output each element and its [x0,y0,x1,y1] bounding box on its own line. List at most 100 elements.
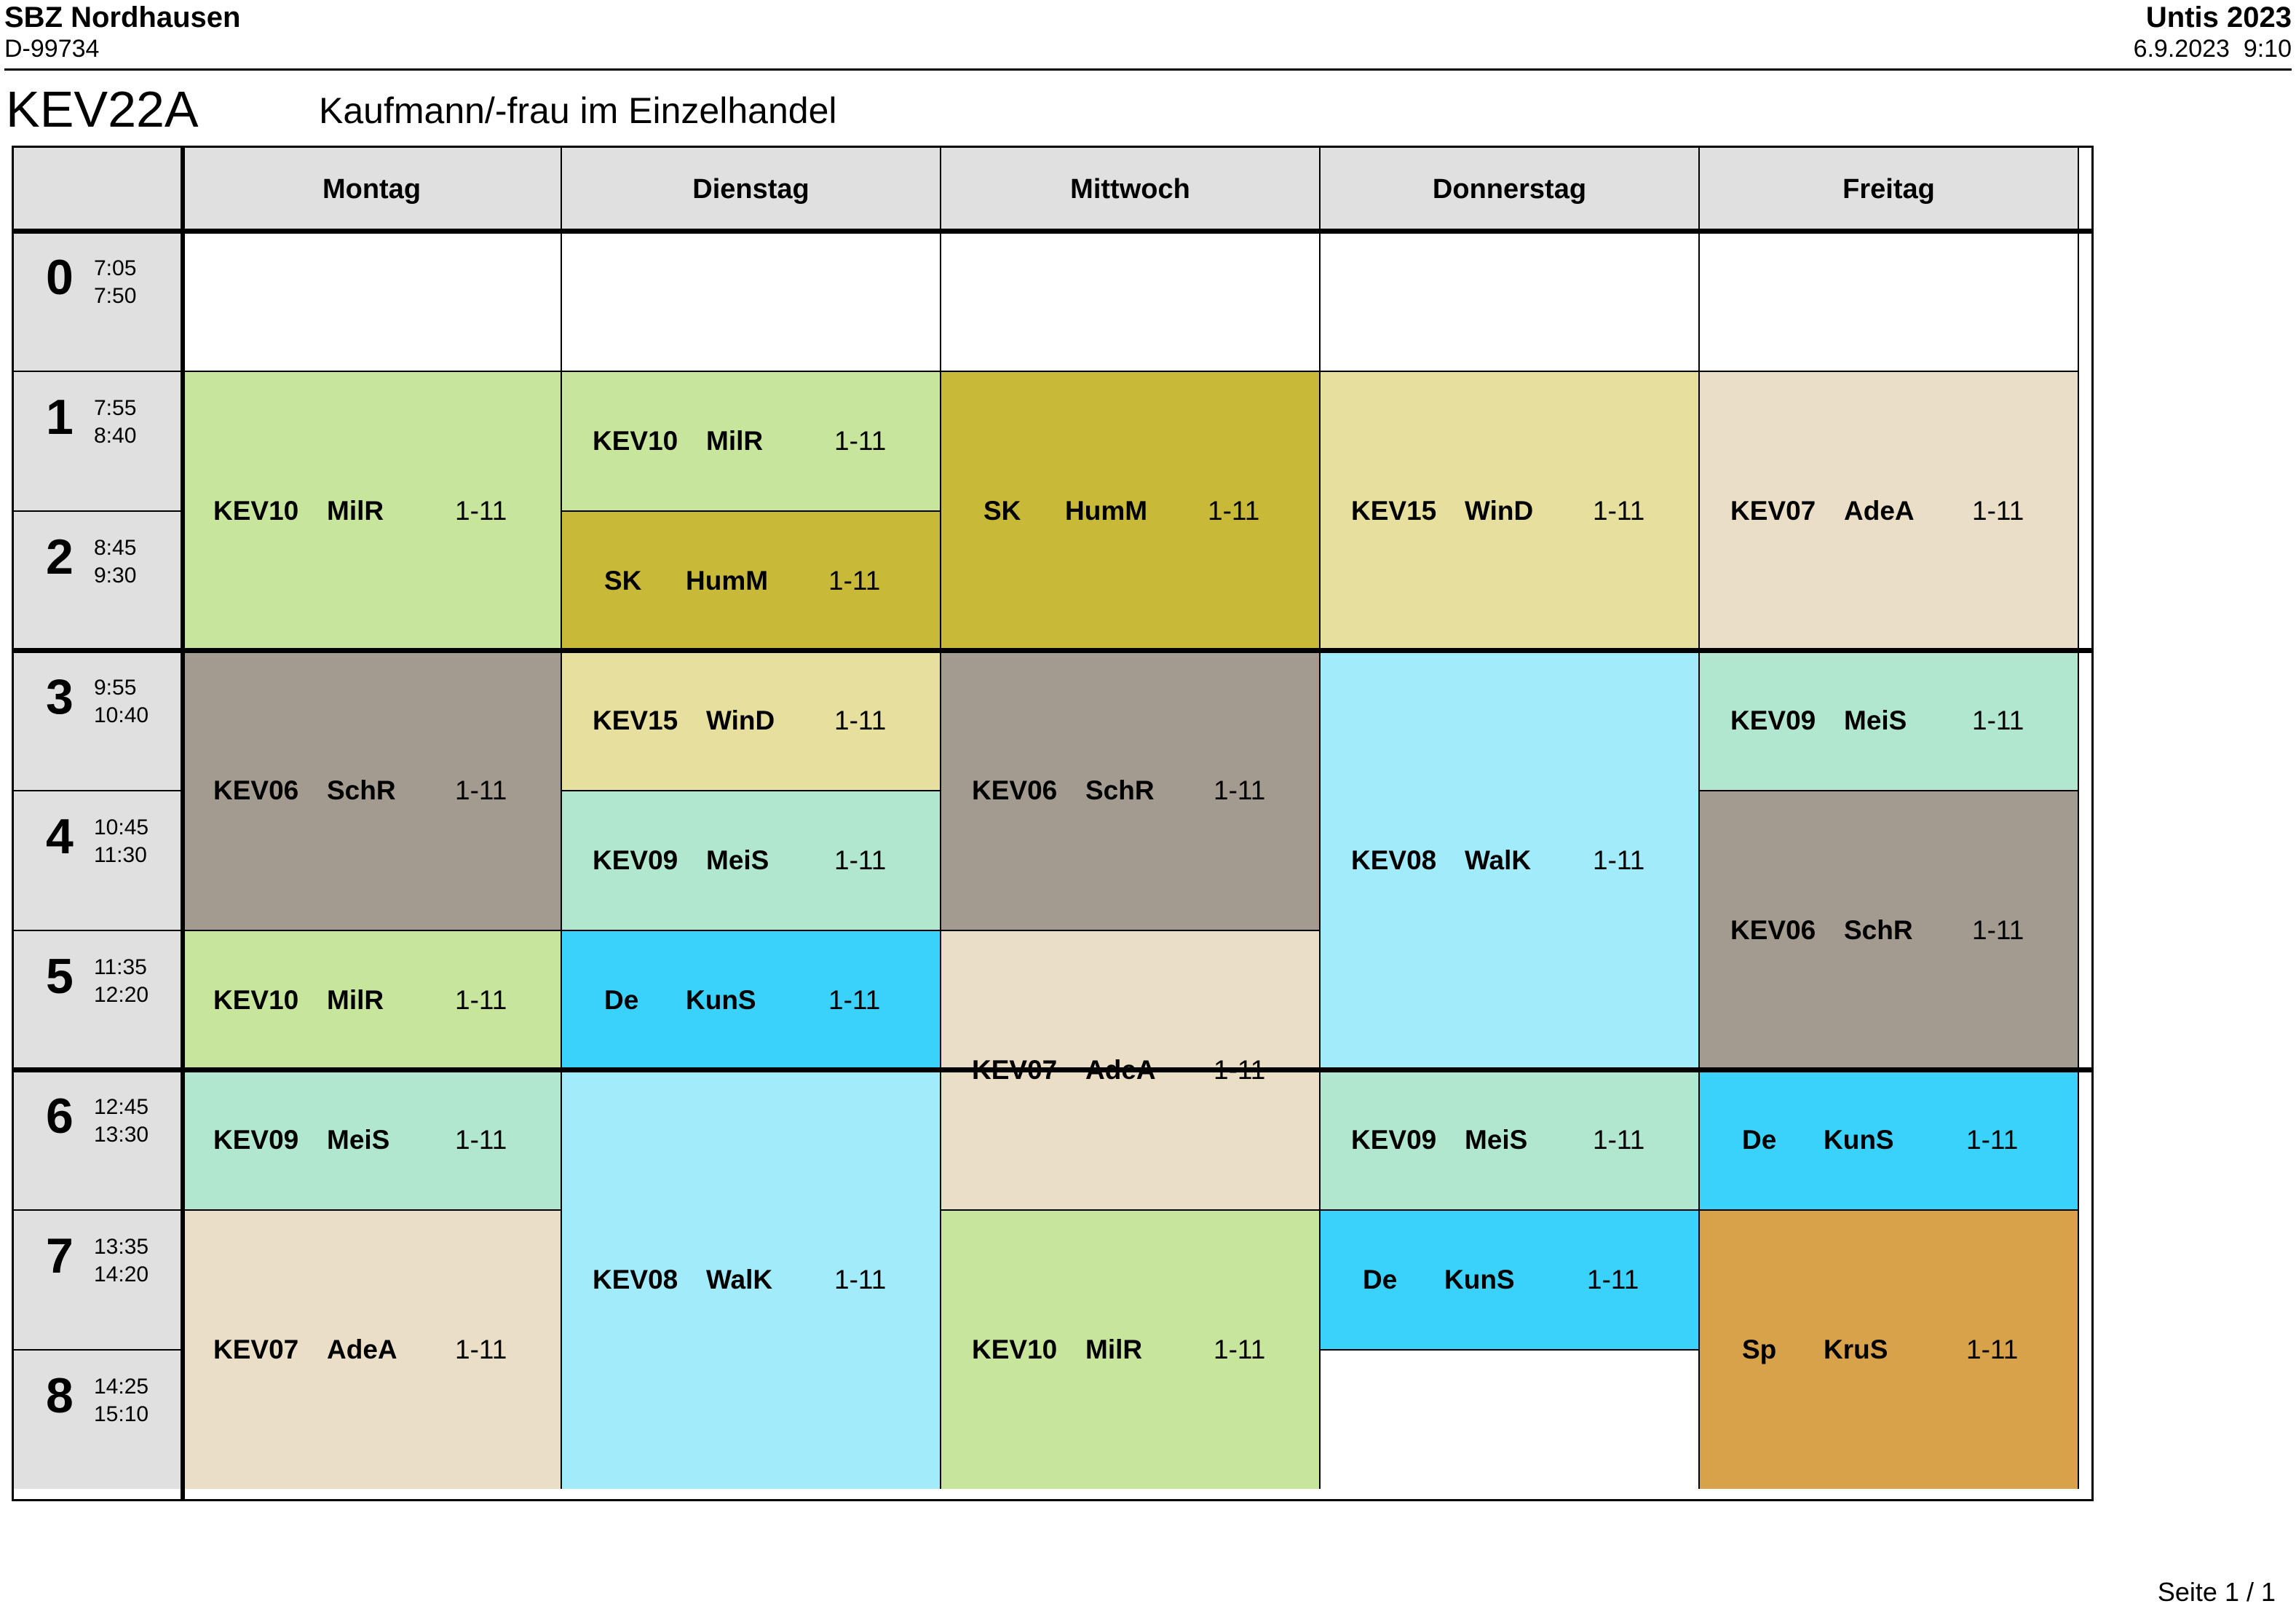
lesson-block[interactable]: KEV10 MilR 1-11 [183,930,562,1070]
break-separator-1 [14,648,2091,653]
lesson-subject: KEV06 [972,775,1058,805]
period-end-time: 9:30 [94,564,137,588]
period-end-time: 13:30 [94,1123,149,1147]
period-number: 1 [46,390,74,445]
lesson-block[interactable]: De KunS 1-11 [1321,1209,1700,1349]
lesson-block[interactable]: KEV07 AdeA 1-11 [1700,371,2079,650]
lesson-teacher: KunS [1824,1125,1894,1155]
lesson-subject: KEV07 [213,1335,299,1364]
lesson-block[interactable]: SK HumM 1-11 [941,371,1321,650]
lesson-teacher: MeiS [1465,1125,1528,1155]
lesson-block[interactable]: KEV10 MilR 1-11 [183,371,562,650]
period-start-time: 10:45 [94,815,149,839]
period-end-time: 14:20 [94,1262,149,1286]
lesson-weeks: 1-11 [834,705,887,735]
empty-slot [183,231,562,371]
page-number: Seite 1 / 1 [2157,1577,2276,1607]
day-header-donnerstag: Donnerstag [1321,148,1700,231]
period-row-0: 0 7:05 7:50 [14,231,183,371]
period-number: 3 [46,669,74,724]
lesson-subject: KEV06 [1730,915,1816,945]
day-header-mittwoch: Mittwoch [941,148,1321,231]
day-header-dienstag: Dienstag [562,148,941,231]
lesson-block[interactable]: KEV09 MeiS 1-11 [1321,1070,1700,1209]
empty-slot [1321,1349,1700,1489]
lesson-teacher: KunS [1444,1265,1515,1294]
period-end-time: 7:50 [94,284,137,308]
lesson-block[interactable]: KEV09 MeiS 1-11 [562,790,941,930]
period-start-time: 8:45 [94,536,137,560]
lesson-block[interactable]: KEV10 MilR 1-11 [941,1209,1321,1489]
lesson-teacher: SchR [1844,915,1913,945]
period-number: 7 [46,1228,74,1284]
day-header-freitag: Freitag [1700,148,2079,231]
lesson-block[interactable]: KEV15 WinD 1-11 [562,650,941,790]
period-row-5: 5 11:35 12:20 [14,930,183,1070]
empty-slot [562,231,941,371]
lesson-weeks: 1-11 [1214,1335,1266,1364]
lesson-weeks: 1-11 [1593,496,1645,526]
lesson-weeks: 1-11 [834,426,887,456]
lesson-block[interactable]: De KunS 1-11 [562,930,941,1070]
lesson-teacher: AdeA [1844,496,1915,526]
lesson-block[interactable]: De KunS 1-11 [1700,1070,2079,1209]
lesson-block[interactable]: KEV06 SchR 1-11 [1700,790,2079,1070]
lesson-block[interactable]: KEV07 AdeA 1-11 [183,1209,562,1489]
class-name: KEV22A [6,81,199,138]
lesson-teacher: SchR [1085,775,1155,805]
day-header-montag: Montag [183,148,562,231]
empty-slot [1700,231,2079,371]
lesson-weeks: 1-11 [455,496,507,526]
lesson-weeks: 1-11 [1593,845,1645,875]
lesson-teacher: KunS [686,985,756,1015]
period-row-2: 2 8:45 9:30 [14,510,183,650]
period-start-time: 11:35 [94,955,147,979]
period-end-time: 15:10 [94,1402,149,1426]
lesson-block[interactable]: KEV09 MeiS 1-11 [183,1070,562,1209]
empty-slot [941,231,1321,371]
lesson-subject: Sp [1742,1335,1777,1364]
lesson-subject: De [604,985,639,1015]
print-timestamp: 6.9.2023 9:10 [2133,35,2292,63]
lesson-weeks: 1-11 [828,566,881,596]
period-number: 2 [46,529,74,585]
lesson-teacher: MeiS [327,1125,390,1155]
lesson-teacher: MilR [327,985,384,1015]
lesson-block[interactable]: Sp KruS 1-11 [1700,1209,2079,1489]
lesson-weeks: 1-11 [834,1265,887,1294]
lesson-block[interactable]: KEV08 WalK 1-11 [1321,650,1700,1070]
lesson-weeks: 1-11 [1972,496,2024,526]
lesson-weeks: 1-11 [455,1125,507,1155]
lesson-block[interactable]: KEV15 WinD 1-11 [1321,371,1700,650]
lesson-teacher: AdeA [327,1335,397,1364]
lesson-block[interactable]: KEV09 MeiS 1-11 [1700,650,2079,790]
period-end-time: 12:20 [94,983,149,1007]
period-number: 5 [46,949,74,1004]
lesson-weeks: 1-11 [1966,1335,2019,1364]
lesson-block[interactable]: KEV10 MilR 1-11 [562,371,941,510]
period-row-1: 1 7:55 8:40 [14,371,183,510]
lesson-subject: KEV09 [1351,1125,1437,1155]
period-number: 4 [46,809,74,864]
lesson-subject: KEV09 [1730,705,1816,735]
lesson-weeks: 1-11 [1972,705,2024,735]
lesson-subject: KEV15 [593,705,678,735]
lesson-block[interactable]: KEV06 SchR 1-11 [941,650,1321,930]
lesson-subject: KEV09 [593,845,678,875]
period-end-time: 10:40 [94,703,149,727]
lesson-teacher: MilR [706,426,764,456]
period-start-time: 9:55 [94,676,137,700]
timetable-grid: Montag Dienstag Mittwoch Donnerstag Freitag 0… [12,146,2094,1501]
lesson-teacher: WalK [1465,845,1532,875]
header-separator [14,229,2091,234]
lesson-subject: KEV06 [213,775,299,805]
lesson-block[interactable]: KEV08 WalK 1-11 [562,1070,941,1489]
lesson-subject: KEV09 [213,1125,299,1155]
lesson-weeks: 1-11 [828,985,881,1015]
lesson-block[interactable]: KEV06 SchR 1-11 [183,650,562,930]
lesson-block[interactable]: SK HumM 1-11 [562,510,941,650]
period-number: 8 [46,1368,74,1423]
break-separator-2 [14,1067,2091,1072]
lesson-teacher: KruS [1824,1335,1888,1364]
lesson-subject: KEV08 [593,1265,678,1294]
